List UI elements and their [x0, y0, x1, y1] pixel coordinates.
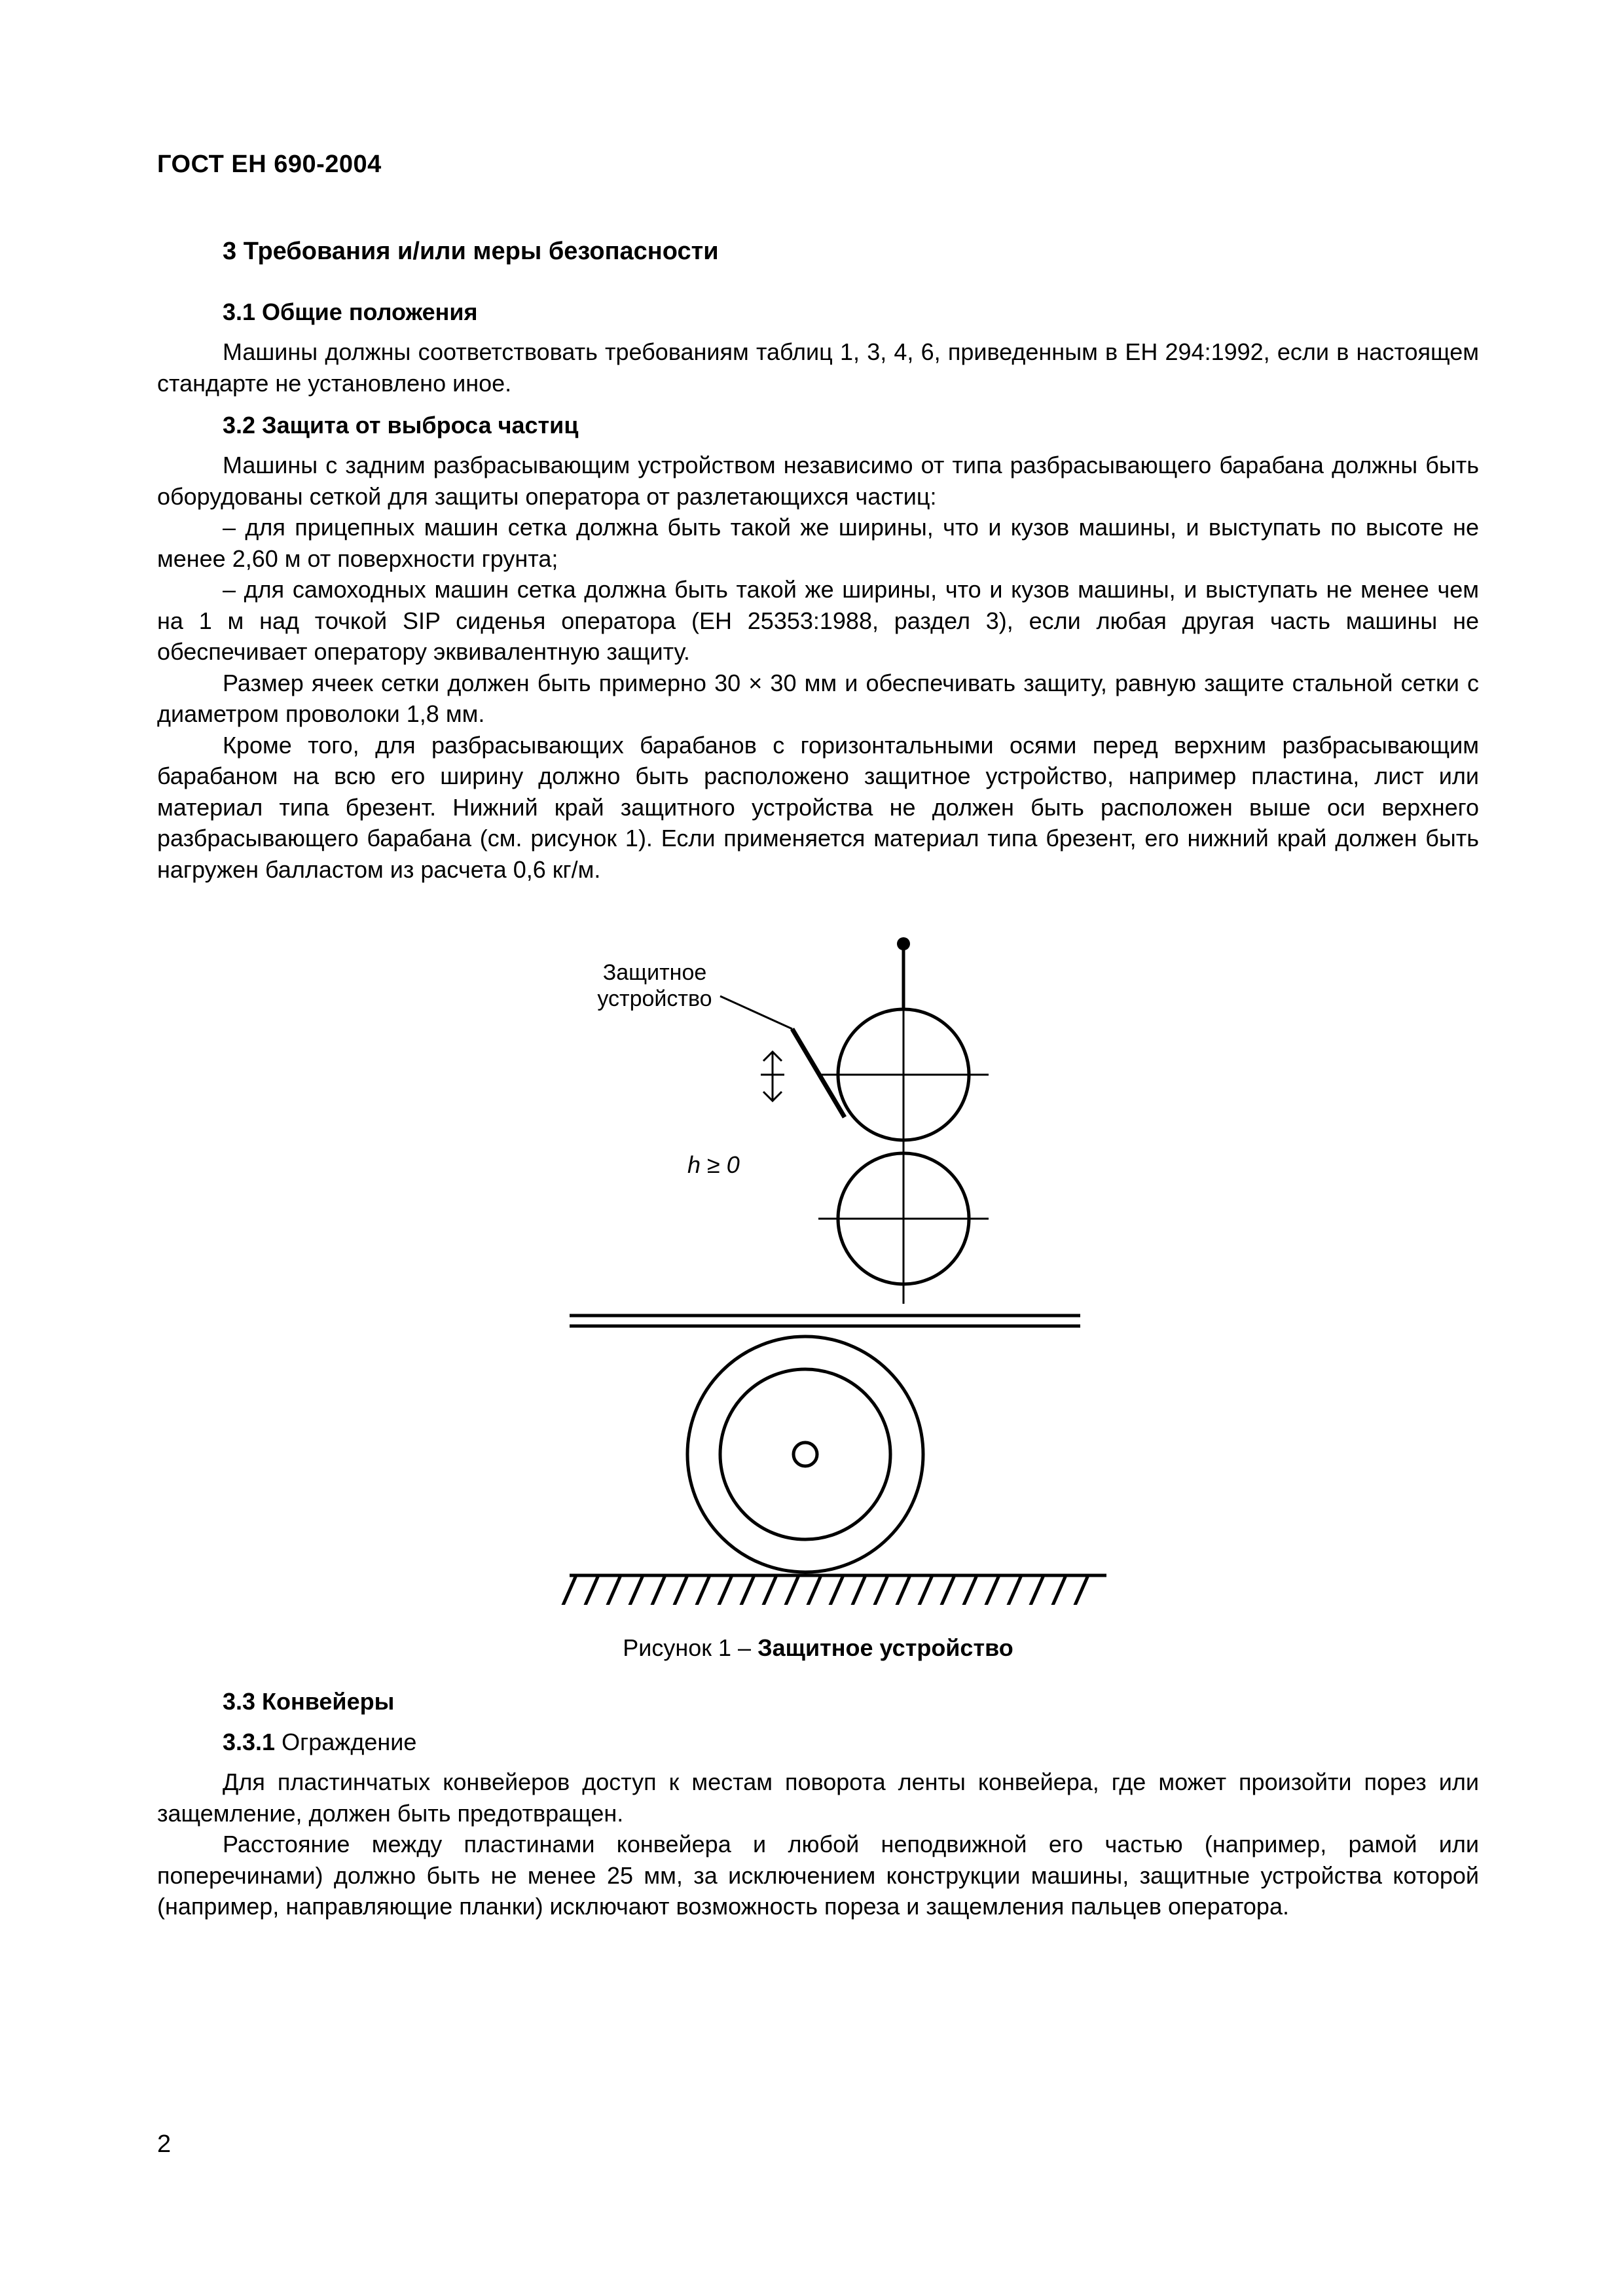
figure-1-diagram: Защитноеустройство h ≥ 0	[491, 911, 1146, 1605]
page: ГОСТ ЕН 690-2004 3 Требования и/или меры…	[0, 0, 1623, 2296]
svg-text:Защитное: Защитное	[602, 960, 706, 985]
section-3-2-heading: 3.2 Защита от выброса частиц	[157, 412, 1479, 439]
page-number: 2	[157, 2130, 171, 2159]
section-3-title: 3 Требования и/или меры безопасности	[157, 238, 1479, 266]
section-3-2-p4: Размер ячеек сетки должен быть примерно …	[157, 668, 1479, 730]
figure-1: Защитноеустройство h ≥ 0	[157, 911, 1479, 1608]
svg-text:h ≥ 0: h ≥ 0	[687, 1151, 740, 1178]
section-3-2-p5: Кроме того, для разбрасывающих барабанов…	[157, 730, 1479, 886]
figure-1-caption-title: Защитное устройство	[757, 1634, 1013, 1661]
section-3-3-p1: Для пластинчатых конвейеров доступ к мес…	[157, 1767, 1479, 1829]
section-3-3-1-num: 3.3.1	[223, 1729, 275, 1755]
section-3-2-p3: – для самоходных машин сетка должна быть…	[157, 574, 1479, 668]
section-3-3-1-title: Ограждение	[275, 1729, 416, 1755]
section-3-2-p1: Машины с задним разбрасывающим устройств…	[157, 450, 1479, 512]
section-3-2-p2: – для прицепных машин сетка должна быть …	[157, 512, 1479, 574]
section-3-3-p2: Расстояние между пластинами конвейера и …	[157, 1829, 1479, 1922]
section-3-3-1-heading: 3.3.1 Ограждение	[157, 1729, 1479, 1756]
svg-text:устройство: устройство	[597, 986, 712, 1011]
document-header: ГОСТ ЕН 690-2004	[157, 151, 1479, 179]
section-3-1-heading: 3.1 Общие положения	[157, 298, 1479, 326]
figure-1-caption-prefix: Рисунок 1 –	[623, 1634, 757, 1661]
section-3-3-heading: 3.3 Конвейеры	[157, 1688, 1479, 1715]
figure-1-caption: Рисунок 1 – Защитное устройство	[157, 1634, 1479, 1662]
section-3-1-p1: Машины должны соответствовать требования…	[157, 336, 1479, 399]
